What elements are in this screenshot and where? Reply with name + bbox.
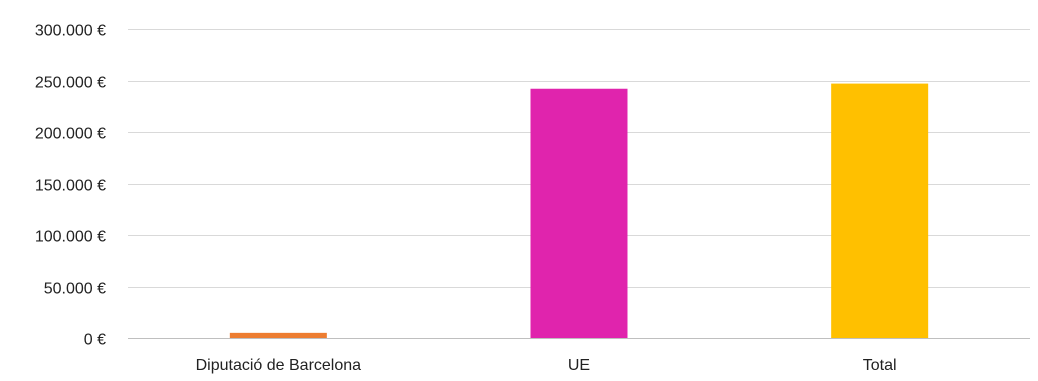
x-category-label: UE — [568, 357, 590, 374]
bar-0 — [229, 332, 327, 338]
y-tick-label: 150.000 € — [35, 178, 106, 195]
y-tick-label: 0 € — [84, 332, 106, 349]
y-tick-label: 200.000 € — [35, 126, 106, 143]
x-axis-category-labels: Diputació de Barcelona UE Total — [196, 357, 897, 374]
x-category-label: Total — [863, 357, 897, 374]
y-tick-label: 250.000 € — [35, 75, 106, 92]
y-axis-tick-labels: 0 € 50.000 € 100.000 € 150.000 € 200.000 € 25… — [35, 23, 106, 349]
y-tick-label: 100.000 € — [35, 229, 106, 246]
y-tick-label: 50.000 € — [44, 281, 106, 298]
x-category-label: Diputació de Barcelona — [196, 357, 362, 374]
bar-2 — [831, 83, 929, 338]
bars — [229, 83, 929, 339]
bar-1 — [530, 88, 628, 339]
y-tick-label: 300.000 € — [35, 23, 106, 40]
